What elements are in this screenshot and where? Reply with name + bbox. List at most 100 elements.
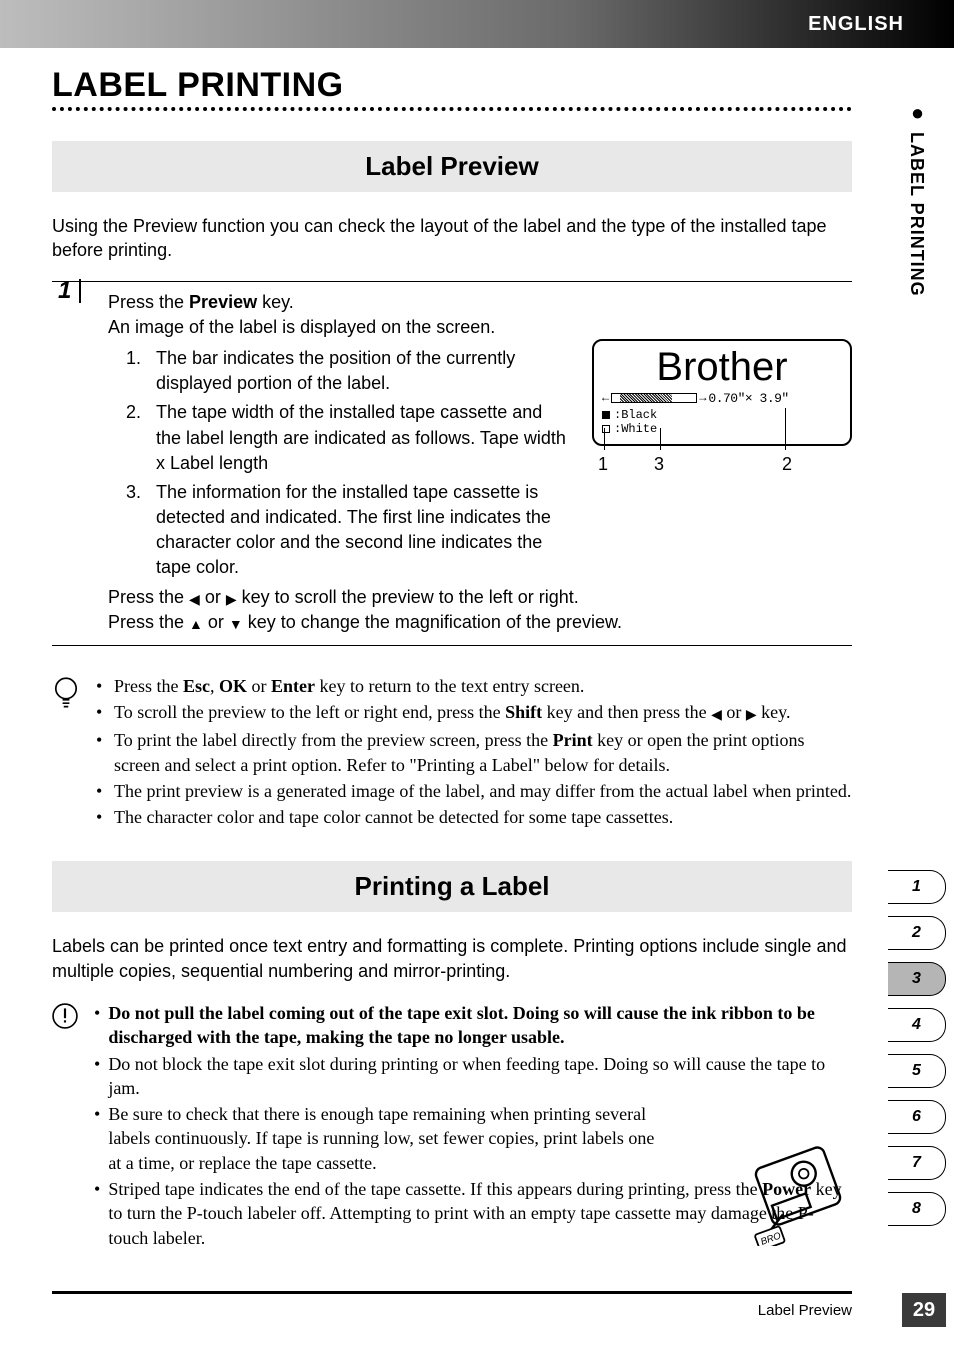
callout-line-3 bbox=[660, 428, 661, 450]
t: or bbox=[203, 612, 229, 632]
callout-line-2 bbox=[785, 408, 786, 450]
warn-text: Be sure to check that there is enough ta… bbox=[108, 1102, 664, 1175]
side-section-text: LABEL PRINTING bbox=[907, 132, 927, 297]
list-item: •Do not block the tape exit slot during … bbox=[94, 1052, 852, 1101]
tape-cassette-icon: BRO bbox=[738, 1126, 858, 1246]
callout-2: 2 bbox=[782, 454, 792, 475]
section-title-preview: Label Preview bbox=[52, 141, 852, 192]
left-triangle-icon: ◀ bbox=[711, 707, 722, 726]
list-item: •Do not pull the label coming out of the… bbox=[94, 1001, 852, 1050]
list-item: 2.The tape width of the installed tape c… bbox=[126, 400, 566, 476]
scrollbar-track bbox=[611, 393, 697, 403]
down-triangle-icon: ▼ bbox=[229, 615, 243, 635]
dotted-rule bbox=[52, 107, 852, 111]
list-item: •To print the label directly from the pr… bbox=[96, 728, 852, 777]
bullet-icon: • bbox=[94, 1102, 100, 1175]
chapter-tabs: 1 2 3 4 5 6 7 8 bbox=[888, 870, 946, 1238]
t: key to change the magnification of the p… bbox=[243, 612, 622, 632]
page-number: 29 bbox=[902, 1293, 946, 1327]
filled-square-icon bbox=[602, 411, 610, 419]
press-lr: Press the ◀ or ▶ key to scroll the previ… bbox=[108, 585, 852, 610]
lcd-scrollbar: ← → 0.70"× 3.9" bbox=[602, 391, 842, 406]
t: The bar indicates the position of the cu… bbox=[156, 346, 566, 396]
bullet-icon: • bbox=[96, 805, 106, 829]
t: The tape width of the installed tape cas… bbox=[156, 400, 566, 476]
list-item: 3.The information for the installed tape… bbox=[126, 480, 566, 581]
footer-label: Label Preview bbox=[758, 1302, 852, 1319]
t: or bbox=[200, 587, 226, 607]
page-footer: Label Preview bbox=[52, 1291, 852, 1319]
list-item: • To scroll the preview to the left or ri… bbox=[96, 700, 852, 726]
press-ud: Press the ▲ or ▼ key to change the magni… bbox=[108, 610, 852, 635]
tape-color-text: :White bbox=[614, 422, 657, 436]
t: key. bbox=[257, 292, 294, 312]
rule bbox=[52, 645, 852, 646]
printing-intro: Labels can be printed once text entry an… bbox=[52, 934, 852, 983]
section-title-printing: Printing a Label bbox=[52, 861, 852, 912]
right-rail: ● LABEL PRINTING 1 2 3 4 5 6 7 8 29 bbox=[884, 0, 954, 1357]
warn-text: Do not block the tape exit slot during p… bbox=[108, 1052, 852, 1101]
list-item: 1.The bar indicates the position of the … bbox=[126, 346, 566, 396]
callout-line-1 bbox=[604, 428, 605, 450]
preview-figure: Brother ← → 0.70"× 3.9" :Black :White 1 … bbox=[592, 339, 852, 477]
list-item: •The character color and tape color cann… bbox=[96, 805, 852, 829]
t: The information for the installed tape c… bbox=[156, 480, 566, 581]
lightbulb-icon bbox=[52, 676, 80, 831]
up-triangle-icon: ▲ bbox=[189, 615, 203, 635]
right-arrow-icon: → bbox=[699, 391, 706, 405]
scrollbar-thumb bbox=[620, 394, 672, 402]
n: 2. bbox=[126, 400, 146, 476]
list-item: •Be sure to check that there is enough t… bbox=[94, 1102, 664, 1175]
rule bbox=[52, 281, 852, 282]
n: 3. bbox=[126, 480, 146, 581]
bullet-icon: • bbox=[96, 728, 106, 777]
step-line-1: Press the Preview key. bbox=[108, 290, 852, 315]
tips-block: • Press the Esc, OK or Enter key to retur… bbox=[52, 674, 852, 831]
header-bar: ENGLISH bbox=[0, 0, 954, 48]
char-color-text: :Black bbox=[614, 408, 657, 422]
warn-text: Do not pull the label coming out of the … bbox=[108, 1001, 852, 1050]
tip-text: To print the label directly from the pre… bbox=[114, 728, 852, 777]
t: Press the bbox=[108, 612, 189, 632]
t: key to scroll the preview to the left or… bbox=[237, 587, 579, 607]
warnings-block: •Do not pull the label coming out of the… bbox=[52, 1001, 852, 1252]
tab-8[interactable]: 8 bbox=[888, 1192, 946, 1226]
page-main: LABEL PRINTING Label Preview Using the P… bbox=[52, 60, 852, 1252]
tip-text: The print preview is a generated image o… bbox=[114, 779, 851, 803]
lcd-dimensions: 0.70"× 3.9" bbox=[708, 391, 788, 406]
lcd-screen: Brother ← → 0.70"× 3.9" :Black :White bbox=[592, 339, 852, 447]
callout-1: 1 bbox=[598, 454, 608, 475]
tab-3[interactable]: 3 bbox=[888, 962, 946, 996]
callout-3: 3 bbox=[654, 454, 664, 475]
tab-4[interactable]: 4 bbox=[888, 1008, 946, 1042]
tab-5[interactable]: 5 bbox=[888, 1054, 946, 1088]
left-triangle-icon: ◀ bbox=[189, 590, 200, 610]
step-line-2: An image of the label is displayed on th… bbox=[108, 315, 852, 340]
bullet-icon: • bbox=[94, 1052, 100, 1101]
bullet-icon: • bbox=[96, 674, 106, 698]
list-item: • Press the Esc, OK or Enter key to retur… bbox=[96, 674, 852, 698]
preview-key-label: Preview bbox=[189, 292, 257, 312]
bullet-icon: • bbox=[96, 700, 106, 726]
left-arrow-icon: ← bbox=[602, 391, 609, 405]
side-section-label: ● LABEL PRINTING bbox=[904, 100, 930, 297]
lcd-tape-color: :White bbox=[602, 422, 842, 436]
tips-list: • Press the Esc, OK or Enter key to retur… bbox=[96, 674, 852, 831]
lcd-char-color: :Black bbox=[602, 408, 842, 422]
lcd-brand: Brother bbox=[602, 347, 842, 387]
right-triangle-icon: ▶ bbox=[746, 707, 757, 726]
tip-text: To scroll the preview to the left or rig… bbox=[114, 700, 791, 726]
t: Press the bbox=[108, 292, 189, 312]
right-triangle-icon: ▶ bbox=[226, 590, 237, 610]
bullet-icon: • bbox=[94, 1177, 100, 1250]
bullet-icon: • bbox=[94, 1001, 100, 1050]
tip-text: Press the Esc, OK or Enter key to return… bbox=[114, 674, 584, 698]
section-printing: Printing a Label Labels can be printed o… bbox=[52, 861, 852, 1252]
step-number: 1 bbox=[58, 279, 81, 303]
tab-2[interactable]: 2 bbox=[888, 916, 946, 950]
step-1: 1 Brother ← → 0.70"× 3.9" :Black :White … bbox=[52, 281, 852, 646]
tab-7[interactable]: 7 bbox=[888, 1146, 946, 1180]
tab-6[interactable]: 6 bbox=[888, 1100, 946, 1134]
bullet-icon: • bbox=[96, 779, 106, 803]
tab-1[interactable]: 1 bbox=[888, 870, 946, 904]
